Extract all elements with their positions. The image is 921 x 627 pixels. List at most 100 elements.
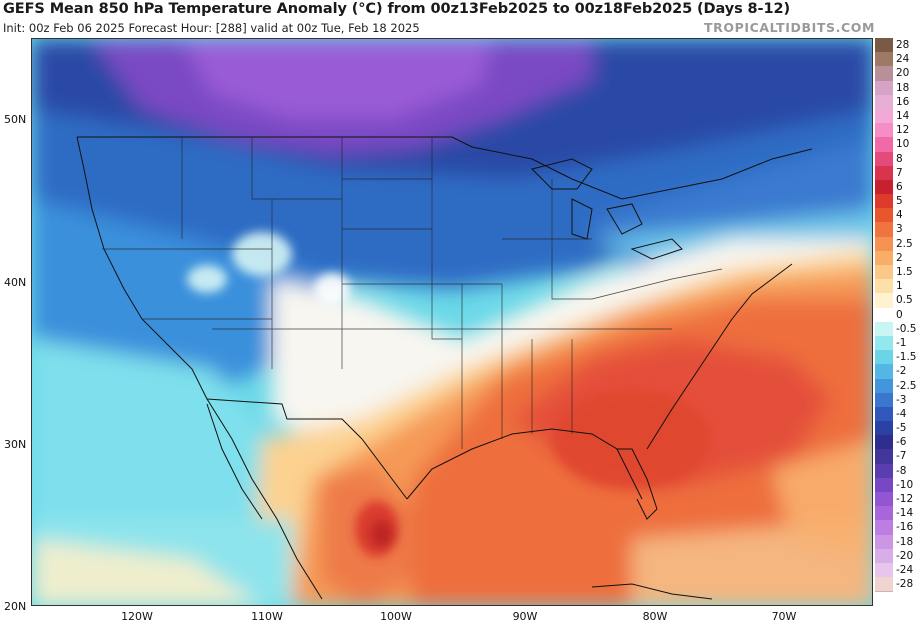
colorbar-level: -20 [875, 548, 921, 564]
colorbar-level: 5 [875, 194, 921, 210]
lat-label-50: 50N [4, 113, 27, 126]
colorbar-swatch [875, 137, 893, 153]
colorbar-swatch [875, 562, 893, 579]
colorbar-label: -16 [896, 521, 914, 534]
colorbar-label: -0.5 [896, 322, 917, 335]
colorbar-level: 0 [875, 307, 921, 323]
colorbar-level: -10 [875, 477, 921, 493]
colorbar-swatch [875, 151, 893, 167]
colorbar-swatch [875, 520, 893, 536]
colorbar-label: 3 [896, 223, 903, 236]
color-scale-legend: 28 24 20 18 16 14 12 10 8 7 6 5 4 3 2.5 2 1.5 1 0.5 0 -0.5 -1… [875, 38, 921, 606]
map-canvas [32, 39, 872, 605]
lat-label-20: 20N [4, 600, 27, 613]
colorbar-swatch [875, 194, 893, 210]
colorbar-swatch [875, 94, 893, 110]
colorbar-level: 1.5 [875, 265, 921, 281]
colorbar-level: -18 [875, 534, 921, 550]
colorbar-swatch [875, 265, 893, 281]
colorbar-label: 14 [896, 109, 910, 122]
colorbar-level: 28 [875, 38, 921, 54]
colorbar-label: -8 [896, 464, 907, 477]
colorbar-label: 28 [896, 39, 910, 51]
colorbar-label: 7 [896, 166, 903, 179]
colorbar-label: -20 [896, 549, 914, 562]
colorbar-swatch [875, 66, 893, 82]
colorbar-swatch [875, 250, 893, 266]
colorbar-swatch [875, 548, 893, 564]
colorbar-label: -12 [896, 493, 914, 505]
colorbar-swatch [875, 421, 893, 437]
colorbar-level: -1.5 [875, 350, 921, 366]
colorbar-swatch [875, 577, 893, 593]
colorbar-level: -7 [875, 449, 921, 465]
colorbar-label: 8 [896, 152, 903, 165]
colorbar-swatch [875, 307, 893, 323]
colorbar-swatch [875, 463, 893, 479]
colorbar-label: 0 [896, 308, 903, 321]
colorbar-label: 0.5 [896, 294, 913, 307]
colorbar-label: -4 [896, 407, 907, 420]
colorbar-swatch [875, 165, 893, 181]
lon-label-70w: 70W [771, 610, 797, 623]
colorbar-level: -16 [875, 520, 921, 536]
colorbar-level: 18 [875, 80, 921, 96]
colorbar-swatch [875, 279, 893, 295]
colorbar-swatch [875, 222, 893, 238]
map-subtitle: Init: 00z Feb 06 2025 Forecast Hour: [28… [3, 21, 420, 35]
colorbar-label: -2.5 [896, 379, 917, 392]
colorbar-level: -2 [875, 364, 921, 380]
colorbar-swatch [875, 52, 893, 68]
colorbar-swatch [875, 123, 893, 139]
colorbar-swatch [875, 179, 893, 196]
colorbar-label: 12 [896, 124, 910, 137]
colorbar-label: -1.5 [896, 351, 917, 364]
colorbar-label: 1 [896, 280, 903, 293]
brand-watermark[interactable]: TROPICALTIDBITS.COM [704, 20, 875, 35]
colorbar-level: 0.5 [875, 293, 921, 309]
colorbar-label: 6 [896, 180, 903, 193]
colorbar-label: -28 [896, 578, 914, 591]
lon-label-80w: 80W [642, 610, 668, 623]
colorbar-level: -0.5 [875, 321, 921, 337]
colorbar-label: 24 [896, 53, 910, 66]
colorbar-level: 7 [875, 165, 921, 181]
colorbar-level: 14 [875, 108, 921, 125]
lon-label-120w: 120W [121, 610, 153, 623]
colorbar-level: 4 [875, 208, 921, 224]
colorbar-level: 1 [875, 279, 921, 295]
colorbar-swatch [875, 492, 893, 508]
colorbar-label: 10 [896, 138, 910, 151]
colorbar-level: -28 [875, 577, 921, 593]
colorbar-label: -10 [896, 478, 914, 491]
colorbar-level: -3 [875, 392, 921, 408]
lon-label-100w: 100W [380, 610, 412, 623]
colorbar-label: -2 [896, 365, 907, 378]
colorbar-level: 20 [875, 66, 921, 82]
map-title: GEFS Mean 850 hPa Temperature Anomaly (°… [3, 1, 790, 17]
colorbar-label: -7 [896, 450, 907, 463]
colorbar-label: 2 [896, 251, 903, 264]
colorbar-label: -6 [896, 436, 907, 449]
colorbar-level: 3 [875, 222, 921, 238]
colorbar-level: -4 [875, 406, 921, 423]
colorbar-level: -12 [875, 492, 921, 508]
colorbar-label: -14 [896, 507, 914, 520]
colorbar-swatch [875, 406, 893, 423]
colorbar-label: 4 [896, 209, 903, 222]
lon-label-90w: 90W [512, 610, 538, 623]
colorbar-swatch [875, 350, 893, 366]
colorbar-swatch [875, 321, 893, 337]
lat-label-40: 40N [4, 276, 27, 289]
colorbar-label: 20 [896, 67, 910, 80]
colorbar-swatch [875, 293, 893, 309]
colorbar-swatch [875, 80, 893, 96]
colorbar-level: 2 [875, 250, 921, 266]
colorbar-swatch [875, 38, 893, 54]
colorbar-level: -24 [875, 562, 921, 579]
colorbar-label: -24 [896, 563, 914, 576]
colorbar-swatch [875, 236, 893, 252]
colorbar-level: 10 [875, 137, 921, 153]
colorbar-level: -2.5 [875, 378, 921, 394]
colorbar-level: 12 [875, 123, 921, 139]
